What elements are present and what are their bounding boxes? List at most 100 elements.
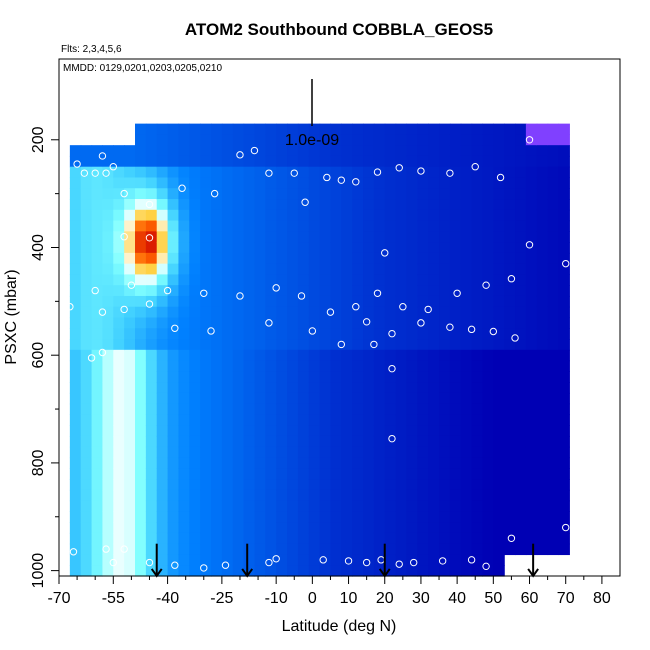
heatmap-cell (439, 554, 451, 566)
heatmap-cell (232, 177, 245, 189)
heatmap-cell (384, 403, 397, 416)
heatmap-cell (287, 231, 299, 243)
heatmap-cell (363, 123, 375, 135)
heatmap-cell (102, 263, 114, 276)
heatmap-cell (536, 188, 549, 200)
observation-point (352, 303, 360, 311)
heatmap-cell (547, 231, 560, 243)
heatmap-cell (471, 285, 484, 297)
heatmap-cell (287, 479, 299, 491)
heatmap-cell (536, 231, 549, 243)
heatmap-cell (515, 134, 527, 146)
observation-point (145, 200, 154, 209)
heatmap-cell (276, 166, 288, 179)
heatmap-cell (200, 500, 212, 512)
heatmap-cell (504, 177, 516, 189)
heatmap-cell (428, 403, 440, 416)
heatmap-cell (80, 285, 93, 297)
heatmap-cell (363, 220, 375, 232)
heatmap-cell (363, 457, 375, 469)
heatmap-cell (243, 446, 256, 459)
heatmap-cell (417, 306, 429, 319)
observation-point (87, 354, 96, 362)
heatmap-cell (547, 511, 560, 523)
heatmap-cell (428, 554, 440, 566)
heatmap-cell (536, 123, 549, 135)
heatmap-cell (536, 414, 549, 426)
heatmap-cell (308, 155, 321, 168)
heatmap-cell (178, 306, 190, 319)
heatmap-cell (80, 188, 93, 200)
heatmap-cell (525, 285, 538, 297)
heatmap-cell (460, 371, 473, 383)
heatmap-cell (547, 382, 560, 394)
observation-point (80, 169, 89, 177)
heatmap-cell (297, 457, 310, 469)
heatmap-cell (145, 145, 158, 157)
heatmap-cell (319, 166, 332, 179)
heatmap-cell (558, 403, 570, 416)
heatmap-cell (145, 532, 158, 545)
heatmap-cell (276, 220, 288, 232)
heatmap-cell (254, 123, 266, 135)
heatmap-cell (102, 565, 114, 577)
heatmap-cell (504, 435, 516, 448)
heatmap-cell (373, 155, 386, 168)
heatmap-cell (178, 403, 190, 416)
heatmap-cell (384, 414, 397, 426)
heatmap-cell (156, 306, 169, 319)
heatmap-cell (547, 199, 560, 211)
heatmap-cell (384, 392, 397, 405)
heatmap-cell (460, 479, 473, 491)
heatmap-cell (449, 199, 462, 211)
observation-point (120, 233, 128, 241)
heatmap-cell (287, 349, 299, 362)
heatmap-cell (352, 446, 364, 459)
heatmap-cell (102, 532, 114, 545)
heatmap-cell (471, 522, 484, 534)
dates-subtitle: MMDD: 0129,0201,0203,0205,0210 (63, 63, 222, 74)
heatmap-cell (515, 511, 527, 523)
heatmap-cell (308, 177, 321, 189)
heatmap-cell (287, 403, 299, 416)
heatmap-cell (525, 166, 538, 179)
heatmap-cell (276, 489, 288, 502)
heatmap-cell (221, 543, 234, 556)
heatmap-cell (547, 252, 560, 265)
heatmap-cell (113, 317, 125, 329)
heatmap-cell (525, 543, 538, 556)
heatmap-cell (265, 252, 277, 265)
heatmap-cell (189, 231, 201, 243)
heatmap-cell (330, 425, 342, 437)
heatmap-cell (482, 252, 494, 265)
heatmap-cell (417, 285, 429, 297)
heatmap-cell (439, 446, 451, 459)
heatmap-cell (417, 263, 429, 276)
heatmap-cell (319, 339, 332, 351)
heatmap-cell (221, 511, 234, 523)
heatmap-cell (449, 274, 462, 286)
heatmap-cell (406, 414, 418, 426)
observation-point (69, 548, 78, 556)
heatmap-cell (471, 252, 484, 265)
heatmap-cell (254, 349, 266, 362)
heatmap-cell (178, 285, 190, 297)
observation-point (66, 303, 74, 311)
heatmap-cell (200, 328, 212, 340)
heatmap-cell (308, 166, 321, 179)
heatmap-cell (167, 295, 180, 308)
heatmap-cell (341, 403, 353, 416)
heatmap-cell (135, 166, 147, 179)
heatmap-cell (428, 425, 440, 437)
heatmap-cell (69, 500, 82, 512)
heatmap-cell (145, 317, 158, 329)
heatmap-cell (460, 145, 473, 157)
heatmap-cell (384, 457, 397, 469)
heatmap-cell (243, 274, 256, 286)
heatmap-cell (287, 339, 299, 351)
heatmap-cell (341, 220, 353, 232)
heatmap-cell (428, 306, 440, 319)
heatmap-cell (135, 145, 147, 157)
heatmap-cell (145, 263, 158, 276)
heatmap-cell (135, 392, 147, 405)
